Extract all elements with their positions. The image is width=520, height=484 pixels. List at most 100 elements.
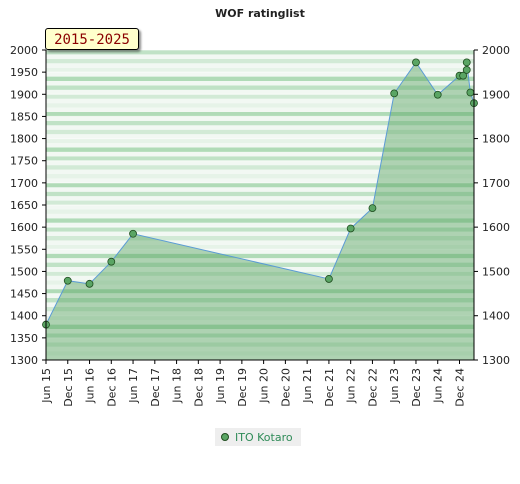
background-band xyxy=(46,116,474,121)
data-point xyxy=(390,89,399,98)
legend-label: ITO Kotaro xyxy=(235,430,293,444)
background-band xyxy=(46,337,474,343)
x-tick-label: Dec 19 xyxy=(236,368,249,407)
background-band xyxy=(46,320,474,325)
background-band xyxy=(46,315,474,321)
background-band xyxy=(46,267,474,272)
data-point xyxy=(459,71,468,80)
x-tick-label: Jun 18 xyxy=(171,368,184,404)
plot-background xyxy=(46,50,474,360)
background-band xyxy=(46,54,474,59)
background-band xyxy=(46,275,474,281)
background-band xyxy=(46,355,474,360)
x-tick-label: Jun 17 xyxy=(127,368,140,404)
x-tick-label: Dec 24 xyxy=(453,368,466,407)
background-band xyxy=(46,293,474,298)
background-band xyxy=(46,103,474,108)
background-band xyxy=(46,271,474,276)
y-tick-label: 1900 xyxy=(10,88,38,101)
data-point xyxy=(466,88,475,97)
background-band xyxy=(46,187,474,192)
background-band xyxy=(46,298,474,303)
background-band xyxy=(46,85,474,90)
y-tick-label-right: 1400 xyxy=(482,310,510,323)
y-tick-label: 1850 xyxy=(10,110,38,123)
x-tick-label: Dec 22 xyxy=(366,368,379,407)
data-point xyxy=(462,58,471,67)
background-band xyxy=(46,200,474,205)
background-band xyxy=(46,249,474,254)
background-band xyxy=(46,289,474,294)
background-band xyxy=(46,98,474,104)
background-band xyxy=(46,134,474,139)
x-tick-label: Dec 15 xyxy=(62,368,75,407)
background-band xyxy=(46,151,474,157)
data-point xyxy=(85,279,94,288)
y-tick-label: 1700 xyxy=(10,177,38,190)
data-point xyxy=(129,229,137,238)
x-tick-label: Dec 16 xyxy=(105,368,118,407)
y-tick-label: 1450 xyxy=(10,288,38,301)
x-tick-label: Dec 18 xyxy=(192,368,205,407)
background-band xyxy=(46,258,474,263)
y-tick-label-right: 1800 xyxy=(482,133,510,146)
x-tick-label: Jun 23 xyxy=(388,368,401,404)
period-badge: 2015-2025 xyxy=(45,28,139,50)
y-tick-label-right: 1700 xyxy=(482,177,510,190)
background-band xyxy=(46,324,474,329)
background-band xyxy=(46,67,474,73)
background-band xyxy=(46,50,474,55)
background-band xyxy=(46,302,474,307)
data-point xyxy=(433,90,442,99)
x-tick-label: Dec 23 xyxy=(410,368,423,407)
background-band xyxy=(46,143,474,148)
series-area xyxy=(46,62,474,361)
y-tick-label: 1350 xyxy=(10,332,38,345)
y-tick-label-right: 1600 xyxy=(482,221,510,234)
background-band xyxy=(46,231,474,236)
x-tick-label: Jun 21 xyxy=(301,368,314,404)
background-band xyxy=(46,147,474,152)
y-tick-label: 1500 xyxy=(10,265,38,278)
background-band xyxy=(46,333,474,338)
y-tick-label: 1800 xyxy=(10,133,38,146)
legend-marker-icon xyxy=(221,433,229,441)
y-tick-label: 1650 xyxy=(10,199,38,212)
background-band xyxy=(46,262,474,267)
background-band xyxy=(46,182,474,188)
background-band xyxy=(46,174,474,179)
y-tick-label: 1550 xyxy=(10,243,38,256)
background-band xyxy=(46,120,474,126)
background-band xyxy=(46,284,474,290)
background-band xyxy=(46,160,474,166)
background-band xyxy=(46,244,474,250)
x-tick-label: Jun 22 xyxy=(345,368,358,404)
x-tick-label: Jun 24 xyxy=(432,368,445,404)
background-band xyxy=(46,165,474,170)
x-tick-label: Jun 19 xyxy=(214,368,227,404)
y-tick-label: 1950 xyxy=(10,66,38,79)
data-point xyxy=(368,204,377,213)
background-band xyxy=(46,58,474,64)
background-band xyxy=(46,351,474,356)
background-band xyxy=(46,311,474,316)
background-band xyxy=(46,89,474,95)
background-band xyxy=(46,205,474,210)
data-point xyxy=(346,224,355,233)
background-band xyxy=(46,63,474,68)
background-band xyxy=(46,169,474,174)
background-band xyxy=(46,342,474,347)
background-band xyxy=(46,209,474,214)
background-band xyxy=(46,191,474,197)
x-tick-label: Dec 20 xyxy=(279,368,292,407)
background-band xyxy=(46,213,474,219)
background-band xyxy=(46,107,474,112)
background-band xyxy=(46,112,474,117)
background-band xyxy=(46,72,474,77)
y-tick-label: 1400 xyxy=(10,310,38,323)
data-point xyxy=(412,58,420,67)
background-band xyxy=(46,227,474,232)
background-band xyxy=(46,346,474,352)
